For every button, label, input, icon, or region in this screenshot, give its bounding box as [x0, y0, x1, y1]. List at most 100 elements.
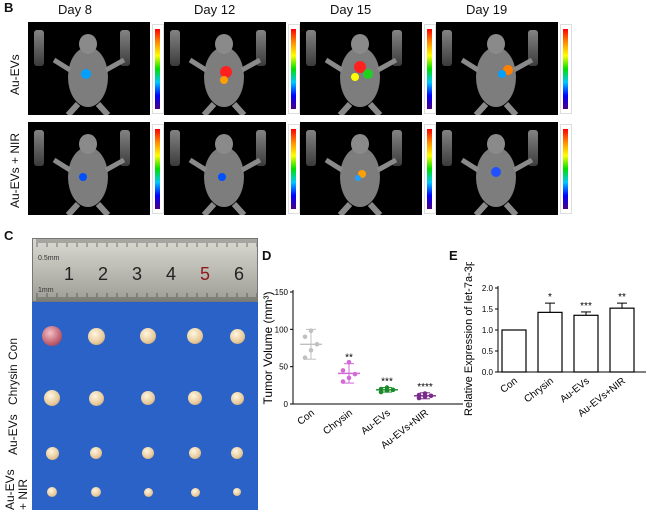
colorbar-gradient [427, 129, 432, 209]
tumor-sample [230, 391, 244, 405]
significance-mark: ** [618, 292, 626, 303]
colorbar-gradient [155, 29, 160, 109]
ruler-number: 5 [200, 264, 211, 284]
data-point [352, 371, 358, 377]
colorbar [424, 124, 436, 214]
colorbar-gradient [563, 29, 568, 109]
panel-letter-e: E [449, 248, 458, 263]
data-point [340, 368, 346, 373]
imaging-tile [300, 122, 422, 215]
colorbar [152, 124, 164, 214]
data-point [416, 392, 422, 398]
tumor-row-label: Chrysin [6, 364, 20, 405]
row-label: Au-EVs + NIR [8, 132, 22, 208]
tumor-sample [47, 487, 57, 497]
panel-letter-c: C [4, 228, 14, 243]
imaging-tile [164, 22, 286, 115]
tumor-sample [42, 326, 62, 346]
tumor-sample [187, 328, 203, 344]
imaging-tile [436, 22, 558, 115]
imaging-tile [300, 22, 422, 115]
significance-mark: ** [345, 353, 353, 364]
expression-chart: 0.0 0.5 1.0 1.5 2.0 Relative Expression of le… [463, 262, 646, 419]
tumor-sample [140, 328, 156, 344]
bar [573, 314, 599, 373]
ruler-number: 4 [166, 264, 177, 284]
ruler-number: 2 [98, 264, 109, 284]
bar [537, 311, 563, 373]
colorbar-gradient [427, 29, 432, 109]
y-tick-label: 0.5 [482, 347, 494, 356]
colorbar [560, 24, 572, 114]
significance-mark: *** [381, 377, 393, 388]
tumor-sample [188, 391, 202, 405]
imaging-tile [28, 122, 150, 215]
y-tick-label: 100 [275, 325, 289, 334]
colorbar [424, 24, 436, 114]
bar [609, 307, 635, 373]
y-tick-label: 50 [279, 363, 288, 372]
x-tick-label: Con [499, 376, 520, 396]
x-tick-label: Chrysin [321, 408, 354, 438]
tumor-row-label: Au-EVs + NIR [3, 469, 30, 510]
ruler-number: 3 [132, 264, 143, 284]
colorbar-gradient [563, 129, 568, 209]
x-tick-label: Au-EVs [558, 376, 591, 406]
x-tick-label: Au-EVs [359, 408, 392, 438]
y-axis-label: Tumor Volume (mm³) [261, 292, 275, 405]
colorbar-gradient [291, 129, 296, 209]
ruler-number: 6 [234, 264, 245, 284]
imaging-tile [164, 122, 286, 215]
day-label: Day 19 [466, 2, 508, 17]
tumor-row-label: Au-EVs [6, 414, 20, 455]
data-point [302, 334, 308, 340]
ruler-number: 1 [64, 264, 75, 284]
tumor-sample [143, 487, 153, 497]
significance-mark: * [548, 292, 552, 303]
tumor-sample [190, 487, 200, 497]
colorbar-gradient [155, 129, 160, 209]
tumor-sample [90, 447, 102, 459]
y-tick-label: 0.0 [482, 368, 494, 377]
imaging-tile [28, 22, 150, 115]
tumor-row-label: Con [6, 337, 20, 360]
bar [501, 329, 527, 373]
tumor-sample [233, 488, 241, 496]
day-label: Day 15 [330, 2, 372, 17]
significance-mark: **** [417, 382, 433, 393]
tumor-sample [189, 447, 201, 459]
x-tick-label: Chrysin [522, 376, 555, 406]
tumor-sample [44, 390, 60, 406]
panel-letter-b: B [4, 0, 14, 15]
y-tick-label: 0 [284, 400, 289, 409]
y-tick-label: 150 [275, 288, 289, 297]
imaging-tile [436, 122, 558, 215]
y-axis-label: Relative Expression of let-7a-3p [463, 262, 475, 416]
y-tick-label: 2.0 [482, 284, 494, 293]
colorbar [152, 24, 164, 114]
tumor-sample [91, 487, 101, 497]
colorbar [288, 24, 300, 114]
tumor-sample [141, 391, 155, 405]
ruler [32, 238, 258, 302]
x-tick-label: Con [296, 408, 317, 428]
ruler-text-2: 1mm [38, 287, 54, 294]
row-label: Au-EVs [8, 54, 22, 95]
panel-letter-d: D [262, 248, 272, 263]
y-tick-label: 1.0 [482, 326, 494, 335]
ruler-text-1: 0.5mm [38, 255, 60, 262]
day-label: Day 8 [58, 2, 92, 17]
colorbar-gradient [291, 29, 296, 109]
colorbar [288, 124, 300, 214]
tumor-photo: 1 2 3 4 5 6 0.5mm 1mm [32, 238, 258, 510]
tumor-sample [45, 446, 59, 460]
colorbar [560, 124, 572, 214]
significance-mark: *** [580, 301, 592, 312]
tumor-sample [87, 327, 105, 345]
tumor-sample [88, 390, 104, 406]
tumor-sample [231, 447, 243, 459]
y-tick-label: 1.5 [482, 305, 494, 314]
tumor-sample [142, 447, 154, 459]
tumor-sample [229, 328, 245, 344]
